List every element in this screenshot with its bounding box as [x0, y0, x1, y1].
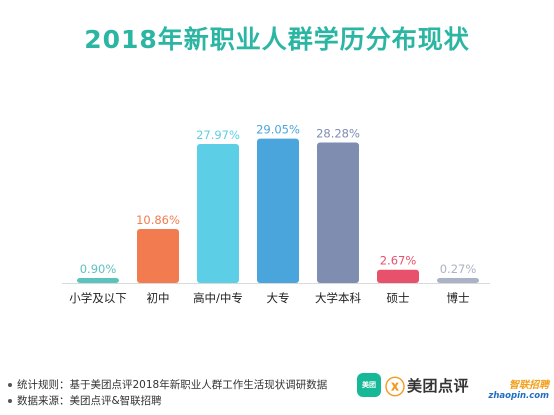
bullet-icon — [8, 383, 12, 387]
zhaopin-logo: 智联招聘 zhaopin.com — [487, 376, 549, 402]
footnote-source-text: 数据来源：美团点评&智联招聘 — [17, 395, 162, 407]
x-tick-label-3: 大专 — [267, 291, 290, 305]
zhaopin-en: zhaopin.com — [488, 391, 549, 401]
data-label-3: 29.05% — [256, 123, 300, 137]
bar-4 — [317, 142, 359, 283]
x-tick-label-2: 高中/中专 — [193, 291, 243, 305]
data-label-6: 0.27% — [440, 262, 477, 276]
bar-2 — [197, 144, 239, 283]
zhaopin-cn: 智联招聘 — [509, 380, 549, 391]
data-label-0: 0.90% — [80, 262, 117, 276]
x-tick-label-0: 小学及以下 — [69, 291, 127, 305]
bar-3 — [257, 138, 299, 283]
meituan-app-icon: 美团 — [357, 373, 381, 397]
chart-title: 2018年新职业人群学历分布现状 — [84, 25, 470, 54]
meituan-logo: 美团 ⓧ 美团点评 — [357, 372, 470, 399]
bar-6 — [437, 278, 479, 283]
meituan-name: 美团点评 — [407, 376, 470, 395]
bar-1 — [137, 229, 179, 283]
footnote-rule-text: 统计规则：基于美团点评2018年新职业人群工作生活现状调研数据 — [17, 379, 328, 391]
x-tick-label-1: 初中 — [147, 291, 170, 305]
bar-0 — [77, 278, 119, 283]
bar-5 — [377, 269, 419, 283]
data-label-2: 27.97% — [196, 128, 240, 142]
footnote-rule: 统计规则：基于美团点评2018年新职业人群工作生活现状调研数据 — [8, 377, 327, 392]
x-tick-label-4: 大学本科 — [315, 291, 361, 305]
data-label-4: 28.28% — [316, 126, 360, 140]
bar-chart: 0.90% 小学及以下 10.86% 初中 27.97% 高中/中专 29.05% 大专 28.… — [62, 123, 490, 305]
data-label-5: 2.67% — [380, 254, 417, 268]
data-label-1: 10.86% — [136, 213, 180, 227]
footnote-source: 数据来源：美团点评&智联招聘 — [8, 393, 162, 408]
x-tick-label-5: 硕士 — [387, 291, 410, 305]
bullet-icon — [8, 399, 12, 403]
dianping-glyph-icon: ⓧ — [385, 374, 405, 399]
x-tick-label-6: 博士 — [447, 291, 470, 305]
